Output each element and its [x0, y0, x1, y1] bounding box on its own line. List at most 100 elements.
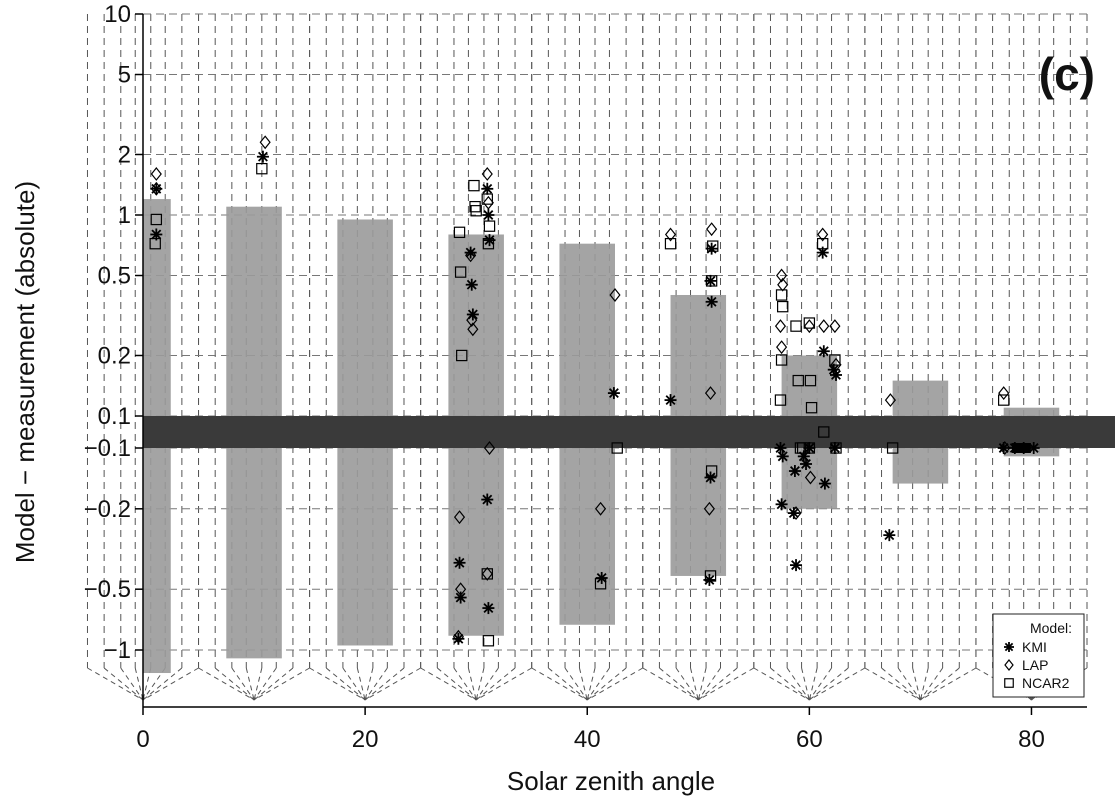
data-point-ncar2: [705, 465, 718, 477]
dashed-guide-converge: [642, 667, 699, 701]
data-point-kmi: [774, 442, 787, 454]
dashed-guide-converge: [920, 667, 944, 701]
data-point-lap: [776, 340, 788, 355]
dashed-guide-converge: [586, 667, 610, 701]
data-point-kmi: [466, 308, 479, 321]
data-point-ncar2: [998, 394, 1010, 406]
data-point-kmi: [465, 278, 478, 291]
data-point-lap: [455, 582, 467, 597]
legend-marker-kmi: [1004, 642, 1014, 652]
data-point-lap: [466, 313, 478, 328]
dashed-guide-converge: [364, 667, 388, 701]
dashed-guide-converge: [808, 667, 832, 701]
data-point-lap: [483, 441, 496, 455]
y-tick-label: −0.2: [84, 496, 131, 523]
data-point-kmi: [788, 465, 801, 478]
data-point-kmi: [704, 274, 717, 287]
y-tick-label: 1: [118, 202, 131, 229]
dashed-guide-converge: [142, 667, 199, 701]
data-point-lap: [481, 167, 493, 181]
x-axis-title: Solar zenith angle: [507, 766, 715, 796]
data-point-lap: [465, 248, 477, 263]
data-point-ncar2: [149, 237, 161, 250]
data-point-lap: [704, 386, 717, 401]
dashed-guide-converge: [919, 667, 929, 701]
data-point-kmi: [256, 150, 269, 163]
y-tick-label: 10: [104, 1, 131, 28]
data-point-kmi: [454, 591, 467, 604]
data-point-ncar2: [704, 570, 717, 582]
data-point-lap: [777, 277, 789, 292]
data-point-ncar2: [256, 162, 268, 175]
dashed-guide-converge: [309, 667, 366, 701]
dashed-guide-converge: [586, 667, 596, 701]
data-point-ncar2: [776, 300, 789, 313]
dashed-guide-converge: [198, 667, 255, 701]
dashed-guide-converge: [342, 667, 366, 701]
data-point-kmi: [883, 529, 896, 542]
data-point-ncar2: [150, 213, 163, 226]
data-point-ncar2: [664, 237, 677, 250]
dashed-guide-converge: [564, 667, 588, 701]
series-kmi: [150, 150, 1040, 645]
dashed-guide-converge: [697, 667, 721, 701]
data-point-ncar2: [804, 374, 817, 387]
data-point-lap: [259, 135, 271, 150]
data-point-ncar2: [829, 354, 841, 366]
y-tick-label: 0.5: [98, 263, 131, 290]
data-point-ncar2: [707, 240, 719, 252]
data-point-kmi: [481, 182, 494, 195]
panel-label: (c): [1039, 48, 1095, 100]
dashed-guide-converge: [753, 667, 810, 701]
data-point-lap: [467, 322, 479, 337]
data-point-ncar2: [775, 354, 788, 366]
data-point-kmi: [705, 295, 718, 308]
y-tick-label: −0.5: [84, 576, 131, 603]
x-tick-label: 40: [574, 726, 601, 753]
dashed-guide-converge: [253, 667, 263, 701]
data-point-lap: [664, 227, 677, 242]
data-point-ncar2: [468, 179, 480, 192]
data-point-ncar2: [456, 349, 468, 362]
data-point-lap: [482, 195, 494, 210]
dashed-guide-converge: [975, 667, 1032, 701]
dashed-guide-converge: [134, 667, 144, 701]
data-point-ncar2: [1020, 443, 1031, 453]
data-point-ncar2: [796, 442, 809, 454]
data-point-kmi: [800, 457, 813, 470]
data-point-ncar2: [482, 635, 495, 647]
data-point-ncar2: [483, 220, 496, 232]
dashed-guide-converge: [231, 667, 255, 701]
data-point-kmi: [664, 394, 677, 407]
data-point-ncar2: [816, 237, 829, 250]
data-point-lap: [609, 288, 621, 302]
data-point-ncar2: [774, 394, 787, 406]
data-point-ncar2: [594, 578, 607, 590]
dashed-guide-converge: [801, 667, 810, 701]
data-point-ncar2: [775, 289, 788, 301]
dashed-guide-converge: [364, 667, 421, 701]
series-ncar2: [149, 162, 1031, 647]
data-point-ncar2: [830, 442, 842, 454]
legend-title: Model:: [1030, 620, 1072, 636]
data-point-ncar2: [611, 442, 623, 454]
data-point-ncar2: [481, 568, 493, 580]
dashed-guide-converge: [475, 667, 532, 701]
data-point-lap: [999, 441, 1011, 455]
dashed-guide-converge: [475, 667, 485, 701]
data-point-ncar2: [1012, 443, 1023, 453]
dashed-guide-converge: [698, 667, 755, 701]
data-point-lap: [774, 319, 787, 334]
data-point-ncar2: [792, 374, 804, 387]
dashed-guide-converge: [253, 667, 310, 701]
data-point-kmi: [607, 387, 620, 400]
data-point-kmi: [453, 556, 466, 569]
data-point-lap: [884, 393, 896, 408]
dashed-guide-converge: [356, 667, 366, 701]
data-point-ncar2: [805, 401, 818, 414]
zero-tolerance-band: [143, 416, 1115, 448]
x-tick-label: 80: [1018, 726, 1045, 753]
data-point-kmi: [482, 209, 495, 221]
dashed-guide-converge: [120, 667, 144, 701]
data-point-kmi: [817, 345, 830, 358]
